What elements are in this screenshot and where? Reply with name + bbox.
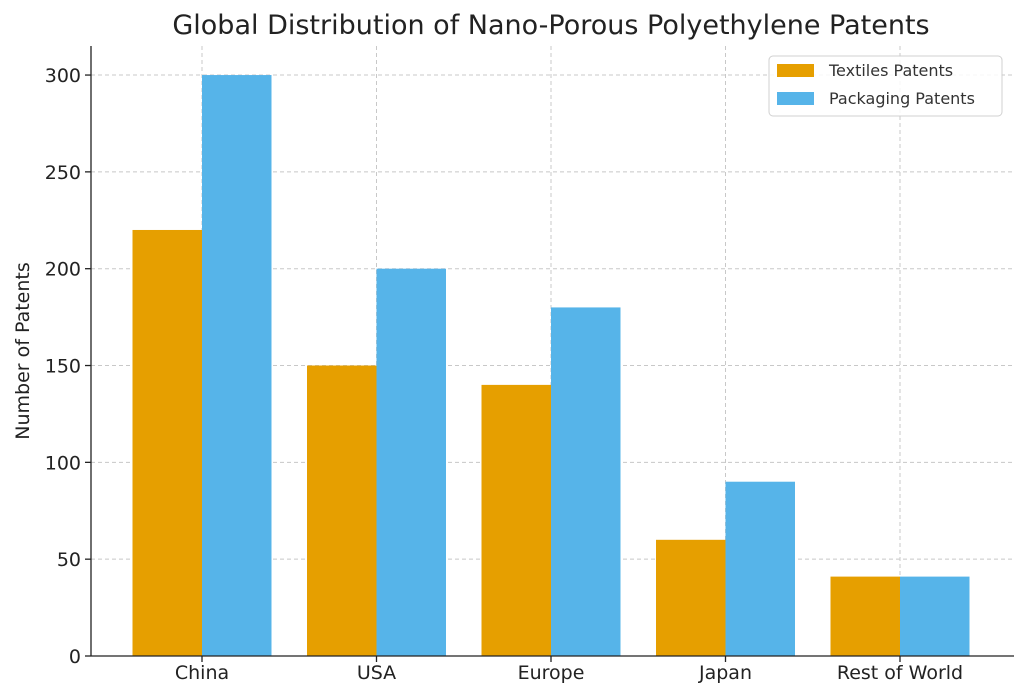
legend: Textiles Patents Packaging Patents xyxy=(769,56,1002,116)
bar-textiles xyxy=(307,366,377,656)
bar-textiles xyxy=(656,540,726,656)
legend-label: Textiles Patents xyxy=(828,61,953,80)
bar-packaging xyxy=(377,269,447,656)
y-tick-label: 300 xyxy=(45,65,81,87)
y-tick-label: 150 xyxy=(45,356,81,378)
y-tick-label: 0 xyxy=(69,646,81,668)
x-tick-label: China xyxy=(175,662,229,684)
chart-title: Global Distribution of Nano-Porous Polye… xyxy=(172,10,929,41)
x-tick-label: Europe xyxy=(518,662,585,684)
y-tick-label: 250 xyxy=(45,162,81,184)
y-tick-label: 50 xyxy=(57,549,81,571)
y-ticks: 0 50 100 150 200 250 300 xyxy=(45,65,91,668)
y-tick-label: 200 xyxy=(45,259,81,281)
bar-packaging xyxy=(551,307,621,656)
y-axis-title: Number of Patents xyxy=(12,262,34,440)
x-tick-label: Japan xyxy=(698,662,752,684)
bar-textiles xyxy=(133,230,203,656)
legend-label: Packaging Patents xyxy=(829,89,975,108)
bar-textiles xyxy=(831,577,901,656)
y-tick-label: 100 xyxy=(45,452,81,474)
x-tick-label: USA xyxy=(357,662,396,684)
x-ticks: China USA Europe Japan Rest of World xyxy=(175,656,963,684)
bar-packaging xyxy=(726,482,796,656)
legend-swatch xyxy=(777,64,814,77)
bar-textiles xyxy=(482,385,552,656)
bar-packaging xyxy=(900,577,970,656)
x-tick-label: Rest of World xyxy=(837,662,963,684)
legend-swatch xyxy=(777,92,814,105)
bar-packaging xyxy=(202,75,272,656)
